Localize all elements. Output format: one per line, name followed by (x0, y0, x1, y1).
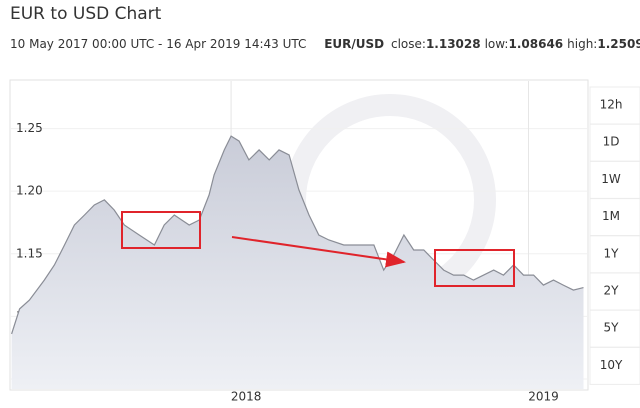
stat-value: 1.08646 (508, 37, 563, 51)
range-button-label[interactable]: 1W (601, 172, 621, 186)
range-button-label[interactable]: 5Y (604, 321, 620, 335)
stat-value: 1.25098 (597, 37, 640, 51)
subtitle: 10 May 2017 00:00 UTC - 16 Apr 2019 14:4… (10, 37, 640, 51)
stat-value: 1.13028 (426, 37, 481, 51)
stat-label: close: (391, 37, 426, 51)
range-button-label[interactable]: 2Y (604, 284, 620, 298)
range-button[interactable] (589, 86, 640, 125)
y-tick-label: 1.15 (16, 246, 43, 260)
line (11, 135, 584, 335)
range-button-label[interactable]: 1D (603, 135, 620, 149)
range-button[interactable] (589, 346, 640, 385)
x-tick-label: 2018 (231, 390, 262, 404)
range-button[interactable] (589, 198, 640, 237)
range-button[interactable] (589, 235, 640, 274)
highlight-box (434, 249, 515, 287)
range-button[interactable] (589, 272, 640, 311)
y-tick-label: 1.25 (16, 121, 43, 135)
chart-title: EUR to USD Chart (10, 4, 162, 24)
stat-label: low: (485, 37, 509, 51)
range-button-label[interactable]: 1M (602, 209, 620, 223)
trend-arrow (231, 236, 406, 268)
range-button-label[interactable]: 1Y (604, 246, 620, 260)
period: 10 May 2017 00:00 UTC - 16 Apr 2019 14:4… (10, 37, 306, 51)
stat-label: high: (567, 37, 597, 51)
area (11, 136, 584, 389)
pair: EUR/USD (324, 37, 384, 51)
x-tick-label: 2019 (528, 390, 559, 404)
highlight-box (121, 211, 201, 249)
range-button-label[interactable]: 12h (600, 98, 623, 112)
range-button-label[interactable]: 10Y (600, 358, 623, 372)
y-tick-label: 1.20 (16, 184, 43, 198)
